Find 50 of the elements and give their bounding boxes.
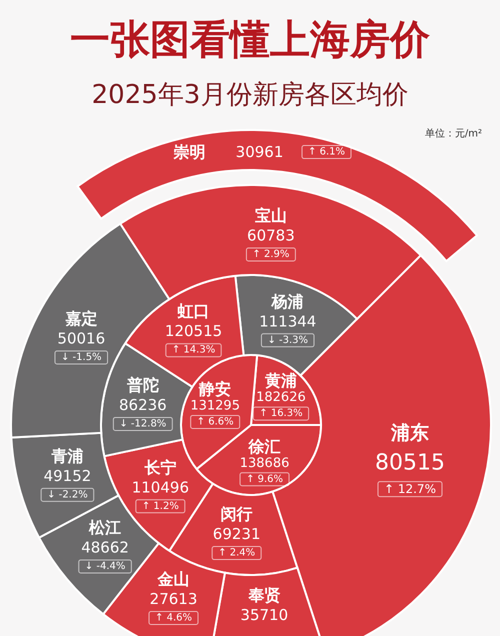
text: ↑ 12.7%: [384, 482, 436, 496]
category-label: 松江: [88, 518, 122, 537]
text: ↑ 6.1%: [308, 146, 345, 158]
data-label: 30961: [236, 143, 284, 162]
category-label: 普陀: [126, 375, 159, 394]
data-label: 182626: [256, 390, 306, 406]
category-label: 长宁: [143, 458, 176, 477]
data-label: 131295: [190, 398, 240, 414]
text: ↓ -3.3%: [267, 334, 308, 346]
data-label: 80515: [374, 450, 445, 476]
data-label: 120515: [164, 322, 222, 340]
data-label: 48662: [81, 538, 129, 556]
category-label: 虹口: [176, 302, 210, 321]
category-label: 杨浦: [270, 292, 304, 311]
category-label: 徐汇: [248, 436, 281, 456]
text: ↓ -1.5%: [60, 352, 102, 364]
category-label: 金山: [156, 570, 190, 589]
data-label: 60783: [247, 226, 295, 245]
data-label: 27613: [150, 590, 198, 608]
text: 一张图看懂上海房价: [70, 17, 431, 63]
category-label: 闵行: [220, 504, 253, 524]
data-label: 69231: [212, 525, 260, 544]
text: ↑ 16.3%: [259, 408, 303, 420]
category-label: 宝山: [254, 206, 287, 226]
category-label: 青浦: [50, 446, 84, 466]
text: ↓ -4.4%: [84, 560, 126, 572]
text: 单位：元/m²: [424, 128, 482, 140]
text: ↑ 4.6%: [155, 612, 192, 624]
data-label: 86236: [118, 396, 167, 414]
text: ↑ 2.4%: [218, 548, 256, 559]
text: ↑ 6.6%: [196, 416, 234, 428]
data-label: 35710: [240, 606, 288, 624]
text: ↑ 1.2%: [142, 500, 179, 512]
category-label: 崇明: [172, 142, 206, 162]
category-label: 嘉定: [65, 309, 98, 328]
category-label: 奉贤: [247, 586, 280, 605]
data-label: 111344: [259, 312, 316, 330]
category-label: 黄浦: [264, 371, 297, 390]
data-label: 49152: [44, 466, 92, 485]
text: ↑ 14.3%: [172, 344, 216, 356]
category-label: 浦东: [390, 422, 429, 444]
text: ↑ 9.6%: [246, 474, 284, 485]
category-label: 静安: [198, 379, 232, 398]
data-label: 50016: [57, 330, 106, 348]
text: ↑ 2.9%: [252, 249, 290, 260]
data-label: 110496: [132, 478, 189, 496]
text: ↓ -2.2%: [47, 489, 88, 500]
text: 2025年3月份新房各区均价: [92, 80, 408, 110]
text: ↓ -12.8%: [119, 418, 166, 430]
data-label: 138686: [240, 456, 290, 471]
